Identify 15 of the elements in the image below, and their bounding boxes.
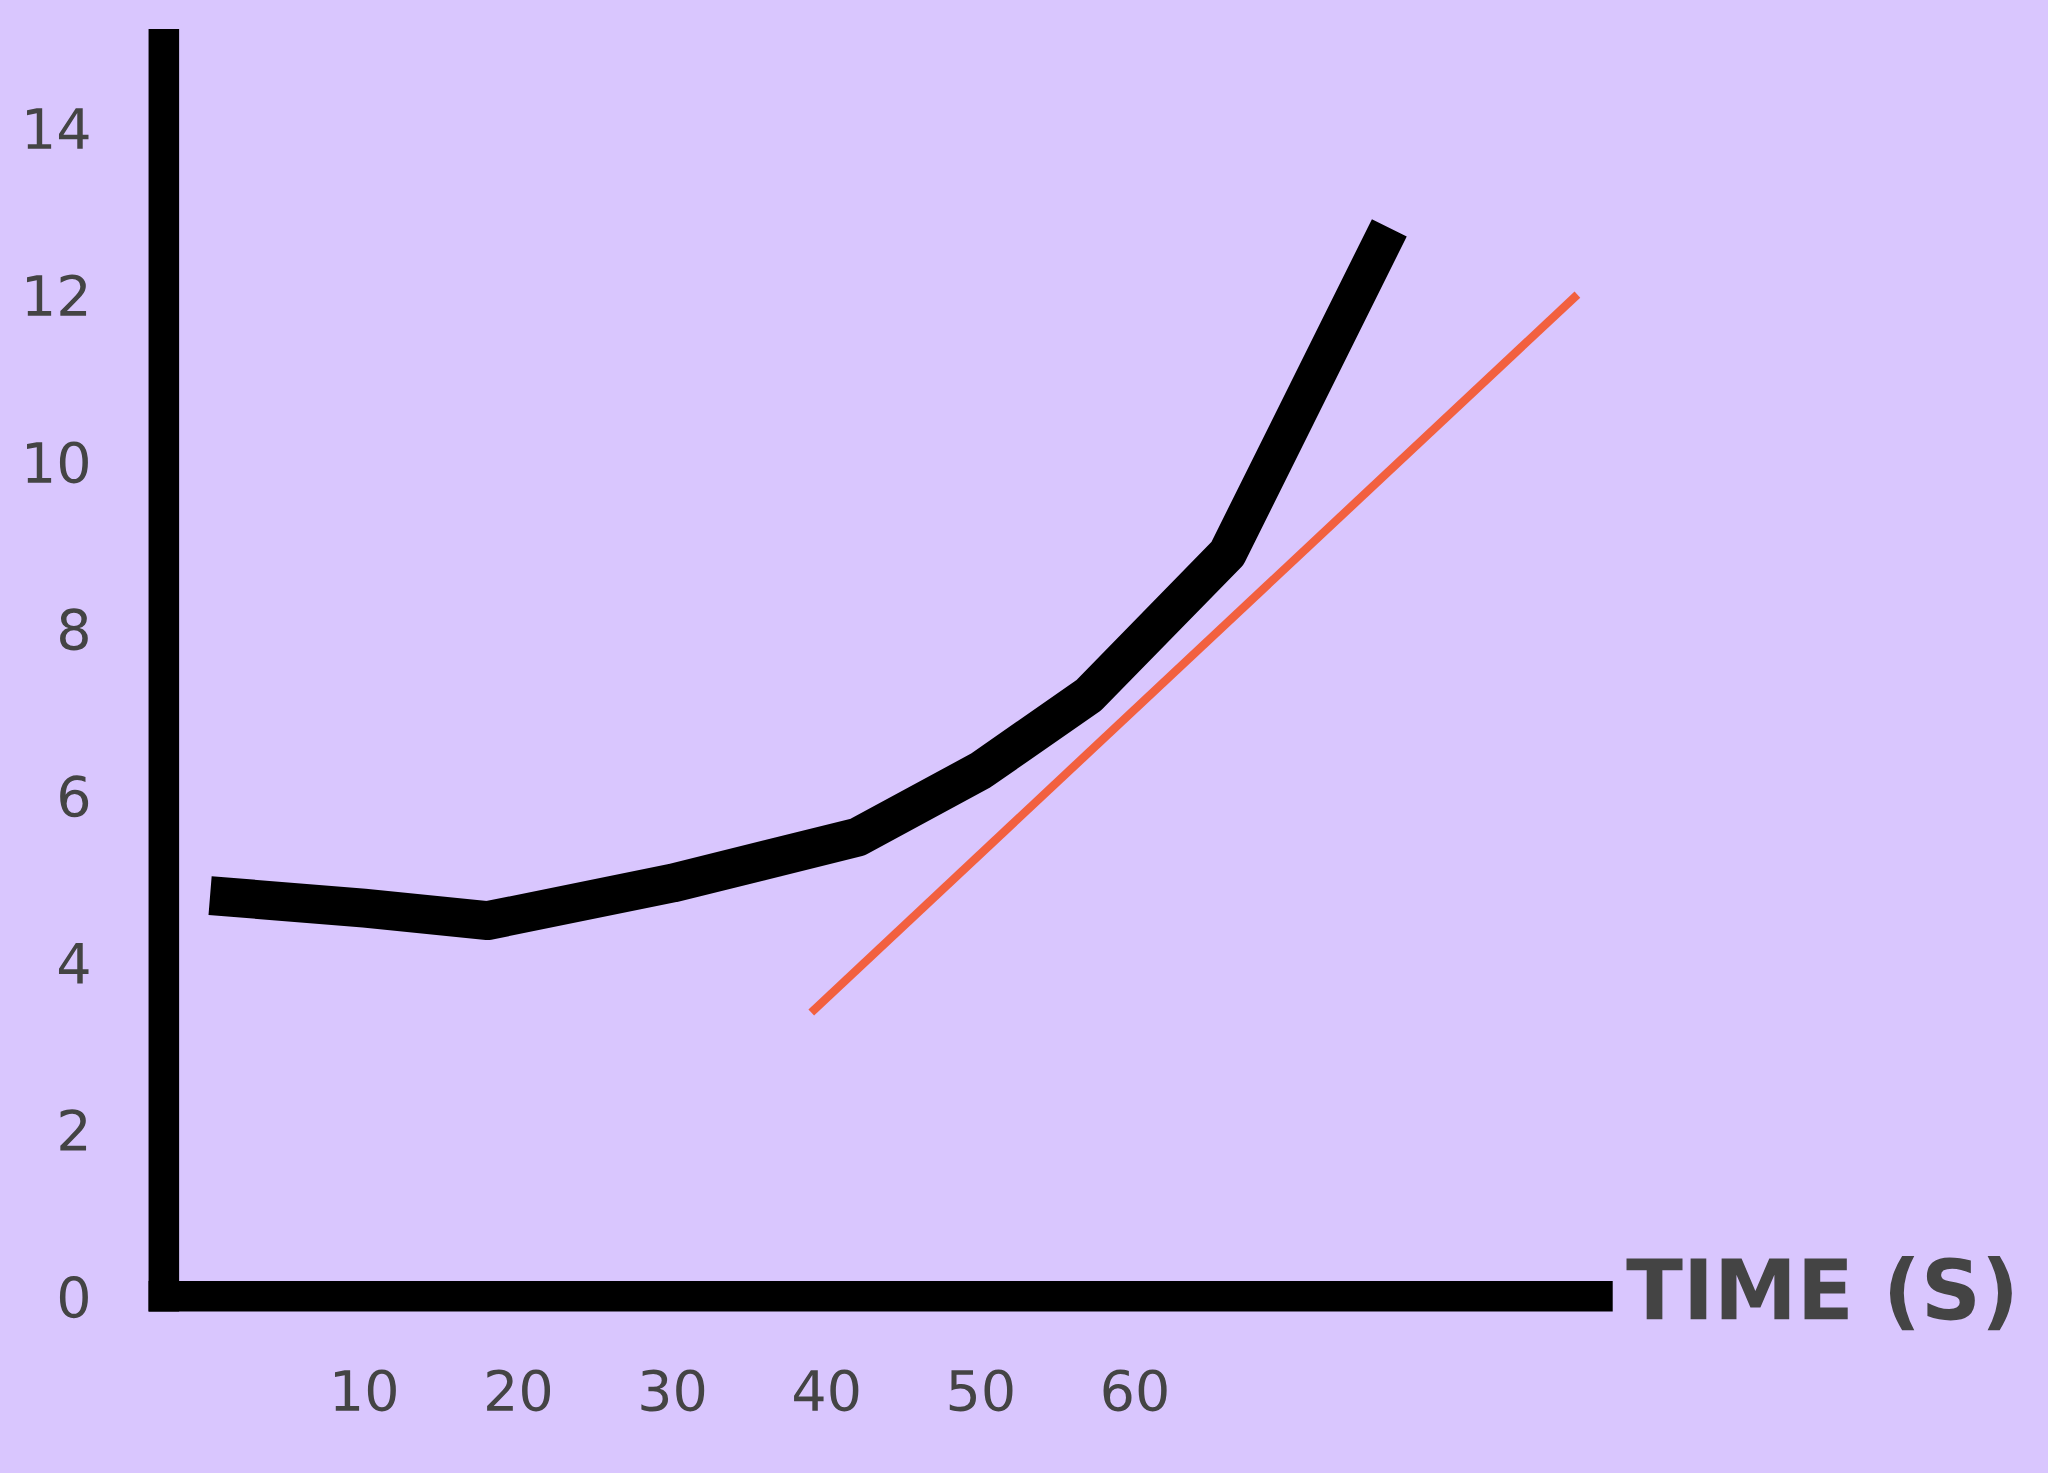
x-tick-label: 60 xyxy=(1103,1369,1167,1412)
x-axis-title: TIME (S) xyxy=(1626,1256,2012,1331)
x-tick-label: 40 xyxy=(794,1369,859,1412)
x-tick-label: 10 xyxy=(334,1369,396,1412)
x-tick-label: 30 xyxy=(641,1369,705,1412)
y-tick-label: 8 xyxy=(60,608,88,651)
y-tick-label: 0 xyxy=(59,1276,88,1319)
y-tick-label: 2 xyxy=(60,1109,87,1151)
y-tick-label: 14 xyxy=(27,108,89,149)
y-tick-label: 6 xyxy=(60,775,89,818)
x-tick-label: 20 xyxy=(487,1369,551,1412)
y-tick-label: 10 xyxy=(27,441,88,484)
y-tick-label: 12 xyxy=(27,274,87,316)
x-tick-label: 50 xyxy=(949,1369,1013,1412)
y-tick-label: 4 xyxy=(58,942,89,984)
